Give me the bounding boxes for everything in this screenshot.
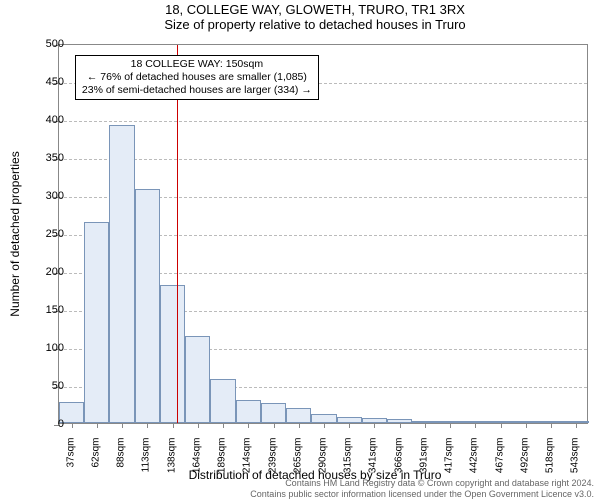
xtick-mark <box>551 423 552 428</box>
ytick-label: 200 <box>24 266 64 278</box>
xtick-label: 543sqm <box>570 438 581 488</box>
xtick-label: 138sqm <box>166 438 177 488</box>
xtick-mark <box>576 423 577 428</box>
xtick-label: 239sqm <box>267 438 278 488</box>
xtick-mark <box>173 423 174 428</box>
chart-area: 18 COLLEGE WAY: 150sqm← 76% of detached … <box>58 44 588 424</box>
ytick-label: 350 <box>24 152 64 164</box>
annotation-line: 23% of semi-detached houses are larger (… <box>82 84 312 97</box>
histogram-bar <box>109 125 134 423</box>
xtick-label: 492sqm <box>519 438 530 488</box>
xtick-mark <box>400 423 401 428</box>
chart-title-sub: Size of property relative to detached ho… <box>0 17 600 32</box>
ytick-label: 0 <box>24 418 64 430</box>
xtick-mark <box>274 423 275 428</box>
xtick-mark <box>198 423 199 428</box>
xtick-mark <box>425 423 426 428</box>
xtick-mark <box>122 423 123 428</box>
ytick-label: 500 <box>24 38 64 50</box>
xtick-label: 417sqm <box>444 438 455 488</box>
xtick-label: 37sqm <box>65 438 76 488</box>
annotation-line: 18 COLLEGE WAY: 150sqm <box>82 58 312 71</box>
xtick-mark <box>299 423 300 428</box>
xtick-mark <box>475 423 476 428</box>
xtick-mark <box>324 423 325 428</box>
histogram-bar <box>160 285 185 423</box>
xtick-label: 189sqm <box>217 438 228 488</box>
xtick-mark <box>501 423 502 428</box>
xtick-label: 442sqm <box>469 438 480 488</box>
annotation-box: 18 COLLEGE WAY: 150sqm← 76% of detached … <box>75 55 319 100</box>
plot-area: 18 COLLEGE WAY: 150sqm← 76% of detached … <box>58 44 588 424</box>
xtick-label: 366sqm <box>393 438 404 488</box>
histogram-bar <box>261 403 286 423</box>
property-marker-line <box>177 45 178 423</box>
xtick-mark <box>72 423 73 428</box>
ytick-label: 150 <box>24 304 64 316</box>
xtick-label: 290sqm <box>318 438 329 488</box>
xtick-mark <box>97 423 98 428</box>
gridline <box>59 121 587 122</box>
ytick-label: 300 <box>24 190 64 202</box>
histogram-bar <box>185 336 210 423</box>
xtick-mark <box>147 423 148 428</box>
xtick-label: 88sqm <box>116 438 127 488</box>
xtick-label: 391sqm <box>418 438 429 488</box>
xtick-label: 113sqm <box>141 438 152 488</box>
xtick-mark <box>450 423 451 428</box>
ytick-label: 400 <box>24 114 64 126</box>
histogram-bar <box>84 222 109 423</box>
histogram-bar <box>135 189 160 423</box>
xtick-label: 467sqm <box>494 438 505 488</box>
histogram-bar <box>236 400 261 423</box>
ytick-label: 50 <box>24 380 64 392</box>
xtick-label: 62sqm <box>90 438 101 488</box>
histogram-bar <box>286 408 311 423</box>
ytick-label: 250 <box>24 228 64 240</box>
y-axis-label: Number of detached properties <box>8 151 22 316</box>
xtick-label: 164sqm <box>191 438 202 488</box>
gridline <box>59 159 587 160</box>
chart-title-main: 18, COLLEGE WAY, GLOWETH, TRURO, TR1 3RX <box>0 2 600 17</box>
histogram-bar <box>210 379 235 423</box>
xtick-mark <box>248 423 249 428</box>
xtick-label: 214sqm <box>242 438 253 488</box>
xtick-label: 265sqm <box>292 438 303 488</box>
xtick-mark <box>526 423 527 428</box>
footer-line: Contains public sector information licen… <box>250 489 594 500</box>
xtick-mark <box>223 423 224 428</box>
xtick-label: 341sqm <box>368 438 379 488</box>
ytick-label: 450 <box>24 76 64 88</box>
annotation-line: ← 76% of detached houses are smaller (1,… <box>82 71 312 84</box>
xtick-mark <box>374 423 375 428</box>
histogram-bar <box>311 414 336 423</box>
ytick-label: 100 <box>24 342 64 354</box>
xtick-label: 315sqm <box>343 438 354 488</box>
xtick-mark <box>349 423 350 428</box>
xtick-label: 518sqm <box>545 438 556 488</box>
